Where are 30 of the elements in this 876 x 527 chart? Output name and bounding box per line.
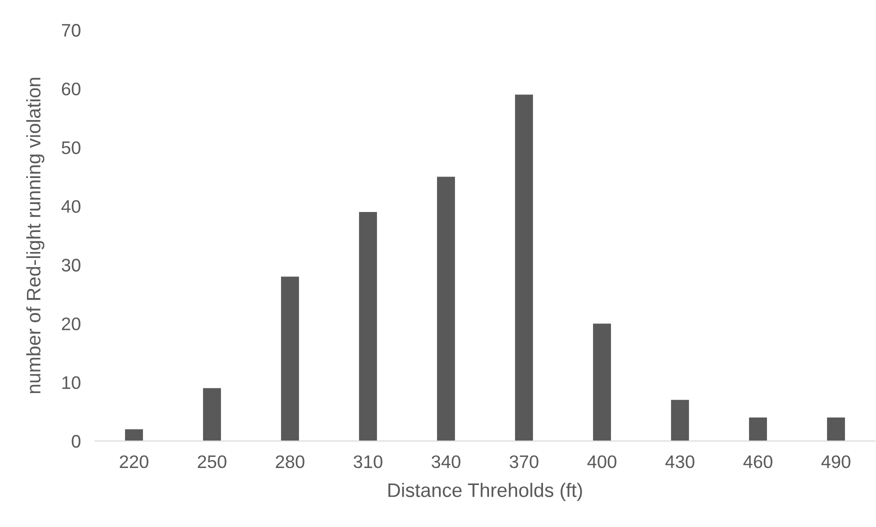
bar — [281, 276, 299, 441]
x-tick-label: 370 — [510, 455, 538, 468]
x-tick-label: 460 — [743, 455, 772, 468]
bar — [125, 429, 143, 441]
bar — [203, 388, 221, 441]
x-tick-label: 310 — [354, 455, 382, 468]
y-tick-label: 0 — [72, 434, 80, 448]
x-tick-label: 490 — [821, 455, 850, 468]
y-tick-label: 60 — [62, 82, 80, 96]
x-tick-label: 400 — [587, 455, 616, 468]
x-tick-label: 340 — [432, 455, 460, 468]
y-tick-label: 10 — [62, 376, 80, 390]
x-axis-title: Distance Threholds (ft) — [388, 482, 582, 501]
y-tick-label: 50 — [62, 141, 80, 154]
bar — [671, 400, 689, 441]
x-tick-label: 280 — [276, 455, 304, 468]
bar — [593, 324, 611, 441]
bar — [515, 94, 533, 441]
y-tick-label: 30 — [62, 258, 80, 272]
x-tick-label: 250 — [198, 455, 226, 468]
bar — [359, 212, 377, 441]
bar — [749, 418, 767, 441]
y-tick-label: 40 — [61, 200, 80, 213]
bar — [827, 418, 845, 441]
y-axis-title: number of Red-light running violation — [26, 78, 44, 394]
x-tick-label: 220 — [120, 455, 148, 468]
x-tick-label: 430 — [665, 455, 694, 468]
y-tick-label: 70 — [62, 24, 80, 37]
y-tick-label: 20 — [62, 318, 80, 330]
bar — [437, 176, 455, 441]
